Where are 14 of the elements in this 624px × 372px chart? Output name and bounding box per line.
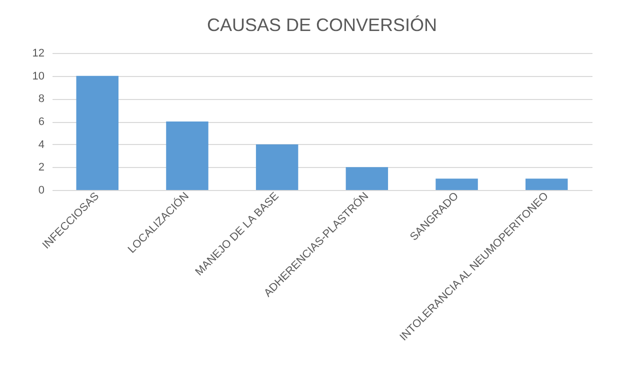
y-tick-label: 8 — [38, 93, 44, 106]
bar — [256, 144, 298, 190]
bar — [526, 178, 568, 190]
y-tick-label: 6 — [38, 116, 44, 128]
y-tick-label: 12 — [32, 48, 44, 60]
chart-title: CAUSAS DE CONVERSIÓN — [206, 15, 438, 35]
y-tick-label: 2 — [38, 162, 44, 174]
y-tick-label: 10 — [32, 70, 44, 82]
y-tick-label: 0 — [38, 184, 44, 196]
bar — [436, 178, 478, 190]
y-tick-label: 4 — [38, 138, 44, 151]
bar — [76, 76, 118, 190]
bar — [346, 167, 388, 190]
bar — [166, 122, 208, 190]
